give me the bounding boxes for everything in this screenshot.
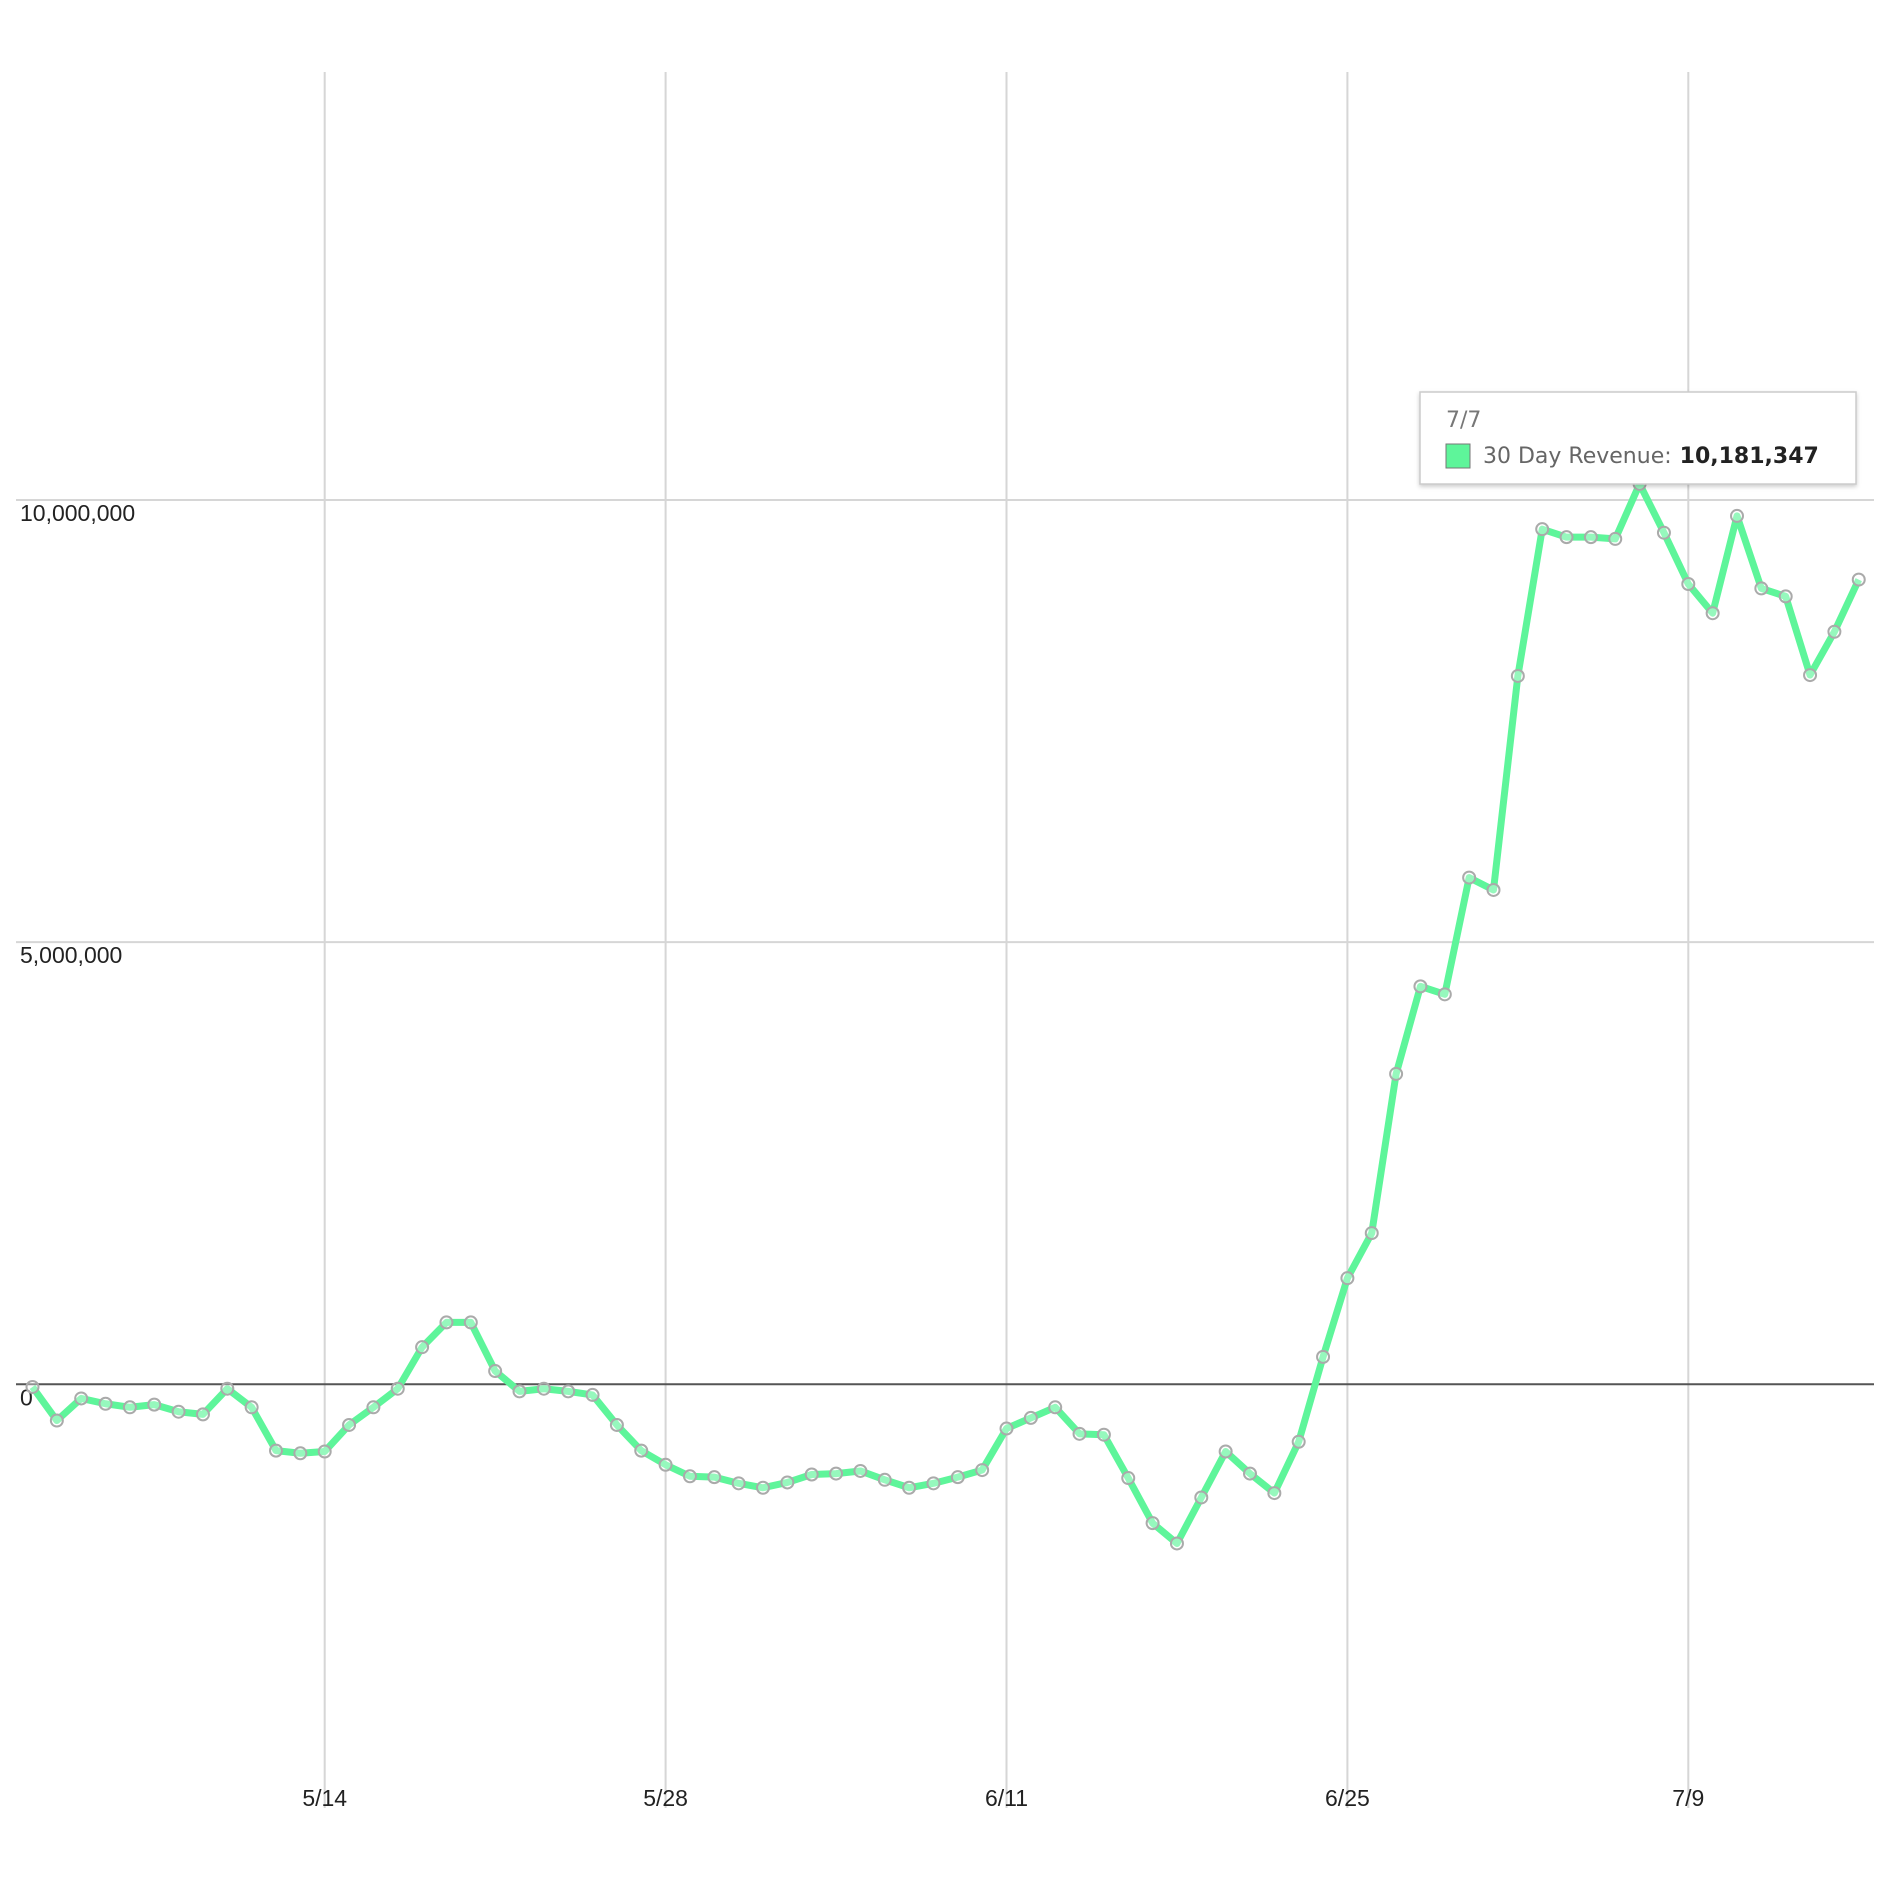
data-point <box>585 1387 600 1402</box>
plot <box>25 476 1866 1551</box>
data-point <box>147 1397 162 1412</box>
tooltip-label: 30 Day Revenue: <box>1483 444 1672 469</box>
data-point <box>1705 606 1720 621</box>
data-point <box>1072 1426 1087 1441</box>
data-point <box>1243 1466 1257 1481</box>
data-point <box>731 1476 746 1491</box>
data-point <box>1656 525 1671 540</box>
data-point <box>804 1467 819 1482</box>
data-point <box>707 1470 722 1485</box>
data-point <box>1121 1471 1136 1486</box>
data-point <box>682 1469 697 1484</box>
tooltip-value: 10,181,347 <box>1680 444 1819 469</box>
grid: 5/14 5/28 6/11 6/25 7/9 0 5,000,000 10,000,000 <box>16 72 1874 1811</box>
data-point <box>1559 530 1574 545</box>
tooltip-title: 7/7 <box>1446 408 1481 433</box>
data-point <box>463 1315 478 1330</box>
data-point <box>1608 531 1623 546</box>
data-point <box>536 1381 551 1396</box>
x-tick-label: 5/28 <box>643 1785 688 1811</box>
data-point <box>122 1400 137 1415</box>
data-point <box>950 1470 965 1485</box>
data-point <box>1364 1226 1379 1241</box>
data-point <box>1778 589 1793 604</box>
data-point <box>1486 882 1501 897</box>
data-point <box>1096 1427 1111 1442</box>
x-tick-label: 5/14 <box>302 1785 347 1811</box>
data-point <box>756 1480 770 1495</box>
data-point <box>512 1384 527 1399</box>
tooltip: 7/7 30 Day Revenue: 10,181,347 <box>1419 391 1857 485</box>
data-point <box>415 1340 430 1355</box>
data-point <box>1145 1516 1160 1531</box>
data-point <box>1023 1410 1038 1425</box>
tooltip-swatch <box>1445 443 1471 469</box>
data-point <box>1754 581 1769 596</box>
data-point <box>926 1476 941 1491</box>
data-point <box>634 1443 649 1458</box>
data-point <box>853 1463 868 1478</box>
data-point <box>1267 1486 1282 1501</box>
y-tick-label: 5,000,000 <box>20 942 122 968</box>
data-point <box>269 1443 283 1458</box>
data-point <box>1048 1400 1063 1415</box>
data-point <box>488 1364 503 1379</box>
data-point <box>1291 1434 1306 1449</box>
x-tick-label: 7/9 <box>1672 1785 1704 1811</box>
y-tick-label: 10,000,000 <box>20 500 135 526</box>
data-point <box>609 1417 624 1432</box>
data-point <box>390 1381 405 1396</box>
data-point <box>1218 1444 1233 1459</box>
data-point <box>1681 577 1696 592</box>
data-point <box>244 1400 259 1415</box>
data-point <box>49 1413 64 1428</box>
data-point <box>1340 1271 1355 1286</box>
data-point <box>877 1472 892 1487</box>
data-point <box>1535 522 1550 537</box>
tooltip-row: 30 Day Revenue: 10,181,347 <box>1483 444 1819 469</box>
data-point <box>999 1421 1014 1436</box>
data-point <box>975 1463 990 1478</box>
data-point <box>171 1404 186 1419</box>
data-point <box>1437 987 1452 1002</box>
data-point <box>98 1396 113 1411</box>
data-point <box>1169 1536 1184 1551</box>
data-point <box>829 1466 844 1481</box>
data-point <box>1803 668 1818 683</box>
data-point <box>1730 508 1744 523</box>
data-point <box>1316 1349 1331 1364</box>
data-point <box>1194 1490 1209 1505</box>
data-point <box>1583 530 1598 545</box>
x-tick-label: 6/11 <box>985 1785 1028 1811</box>
data-point <box>658 1457 673 1472</box>
data-point <box>439 1315 454 1330</box>
data-point <box>1827 624 1842 639</box>
data-point <box>293 1446 308 1461</box>
x-tick-label: 6/25 <box>1325 1785 1370 1811</box>
data-point <box>25 1379 40 1394</box>
data-point <box>74 1391 89 1406</box>
data-point <box>1510 668 1525 683</box>
data-point <box>1462 870 1477 885</box>
data-point <box>902 1480 917 1495</box>
data-point <box>220 1381 235 1396</box>
data-point <box>1389 1066 1404 1081</box>
data-point <box>1413 979 1428 994</box>
data-point <box>1851 572 1866 587</box>
tooltip-box <box>1419 391 1857 485</box>
data-point <box>342 1417 357 1432</box>
data-point <box>780 1475 795 1490</box>
series-line <box>29 480 1862 1547</box>
data-point <box>317 1444 332 1459</box>
data-point <box>195 1407 210 1422</box>
data-point <box>561 1384 576 1399</box>
data-point <box>366 1400 381 1415</box>
y-tick-label: 0 <box>20 1384 33 1410</box>
